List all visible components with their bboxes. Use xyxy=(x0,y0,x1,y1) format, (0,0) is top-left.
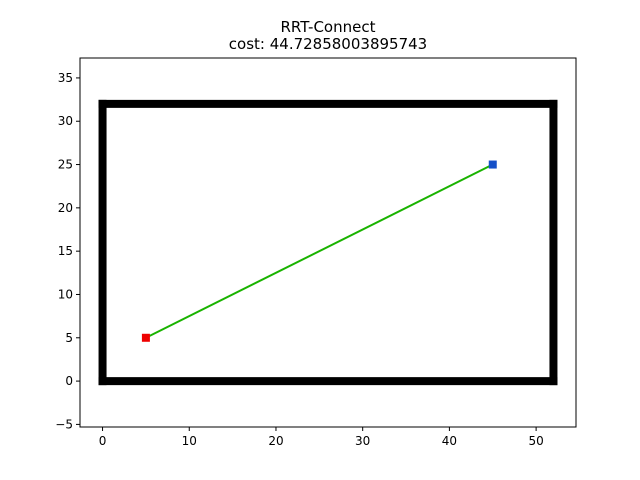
y-tick-label: 5 xyxy=(65,331,73,345)
y-tick-label: 25 xyxy=(58,158,73,172)
y-tick-label: 0 xyxy=(65,374,73,388)
x-tick-label: 0 xyxy=(99,434,107,448)
goal-marker xyxy=(488,160,497,169)
plot-area xyxy=(98,99,558,386)
chart-subtitle: cost: 44.72858003895743 xyxy=(229,35,427,53)
start-marker xyxy=(141,333,150,342)
y-tick-label: 15 xyxy=(58,244,73,258)
y-tick-label: −5 xyxy=(55,417,73,431)
axes-frame xyxy=(79,57,577,428)
chart-title: RRT-Connect xyxy=(281,18,376,36)
y-tick-label: 30 xyxy=(58,114,73,128)
x-tick-label: 50 xyxy=(528,434,543,448)
x-tick-label: 40 xyxy=(442,434,457,448)
y-tick-label: 35 xyxy=(58,71,73,85)
y-tick-label: 10 xyxy=(58,287,73,301)
x-tick-label: 10 xyxy=(182,434,197,448)
y-tick-label: 20 xyxy=(58,201,73,215)
x-tick-label: 30 xyxy=(355,434,370,448)
path-line xyxy=(145,163,494,339)
x-tick-label: 20 xyxy=(268,434,283,448)
axis-ticks: 0 10 20 30 40 50 −5 0 5 10 15 20 25 30 35 xyxy=(55,71,543,448)
